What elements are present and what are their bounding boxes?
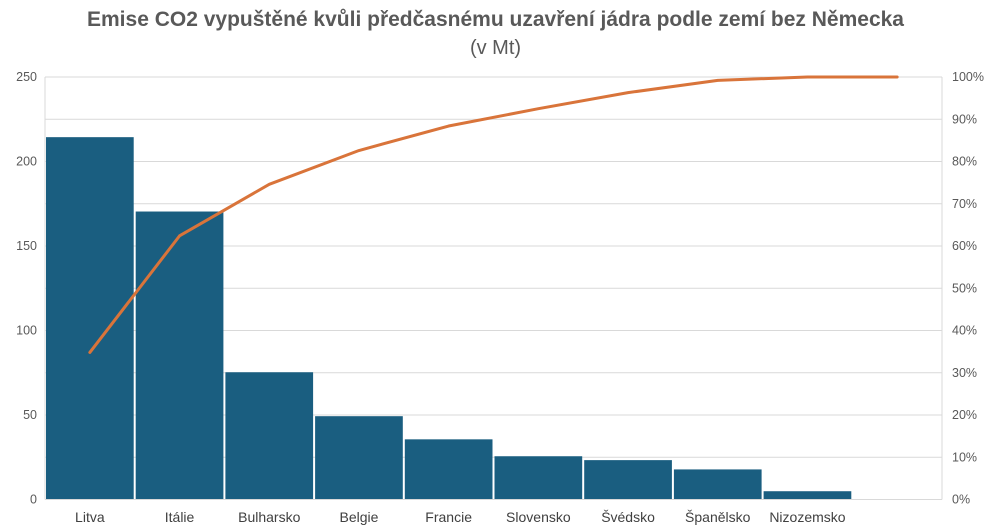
- y2-tick-label: 20%: [952, 408, 977, 422]
- bar-Belgie: [315, 416, 403, 500]
- bar-Litva: [46, 137, 134, 500]
- x-tick-label: Švédsko: [601, 509, 655, 525]
- y-tick-label: 200: [16, 155, 37, 169]
- x-tick-label: Belgie: [339, 509, 378, 525]
- bar-Švédsko: [584, 460, 672, 500]
- bar-Španělsko: [673, 469, 762, 500]
- bar-Francie: [404, 439, 493, 500]
- x-tick-label: Itálie: [165, 509, 195, 525]
- y2-tick-label: 10%: [952, 450, 977, 464]
- y-tick-label: 50: [23, 408, 37, 422]
- y2-tick-label: 80%: [952, 155, 977, 169]
- chart-subtitle: (v Mt): [469, 37, 522, 59]
- x-tick-label: Litva: [75, 509, 105, 525]
- x-tick-label: Slovensko: [506, 509, 571, 525]
- bar-Nizozemsko: [763, 491, 852, 500]
- y2-tick-label: 100%: [952, 70, 984, 84]
- x-tick-label: Španělsko: [685, 509, 751, 525]
- y-tick-label: 150: [16, 239, 37, 253]
- x-tick-label: Nizozemsko: [769, 509, 845, 525]
- y2-tick-label: 40%: [952, 324, 977, 338]
- bar-Itálie: [135, 211, 224, 500]
- x-tick-label: Bulharsko: [238, 509, 300, 525]
- x-tick-label: Francie: [425, 509, 472, 525]
- y2-tick-label: 70%: [952, 197, 977, 211]
- bar-Slovensko: [494, 456, 583, 500]
- y2-tick-label: 0%: [952, 493, 970, 507]
- y2-tick-label: 50%: [952, 281, 977, 295]
- cumulative-line: [88, 75, 899, 354]
- y2-tick-label: 30%: [952, 366, 977, 380]
- y-tick-label: 100: [16, 324, 37, 338]
- y-tick-label: 0: [30, 493, 37, 507]
- y-tick-label: 250: [16, 70, 37, 84]
- chart-title: Emise CO2 vypuštěné kvůli předčasnému uz…: [87, 8, 904, 31]
- bar-Bulharsko: [225, 372, 314, 500]
- y2-tick-label: 60%: [952, 239, 977, 253]
- y2-tick-label: 90%: [952, 112, 977, 126]
